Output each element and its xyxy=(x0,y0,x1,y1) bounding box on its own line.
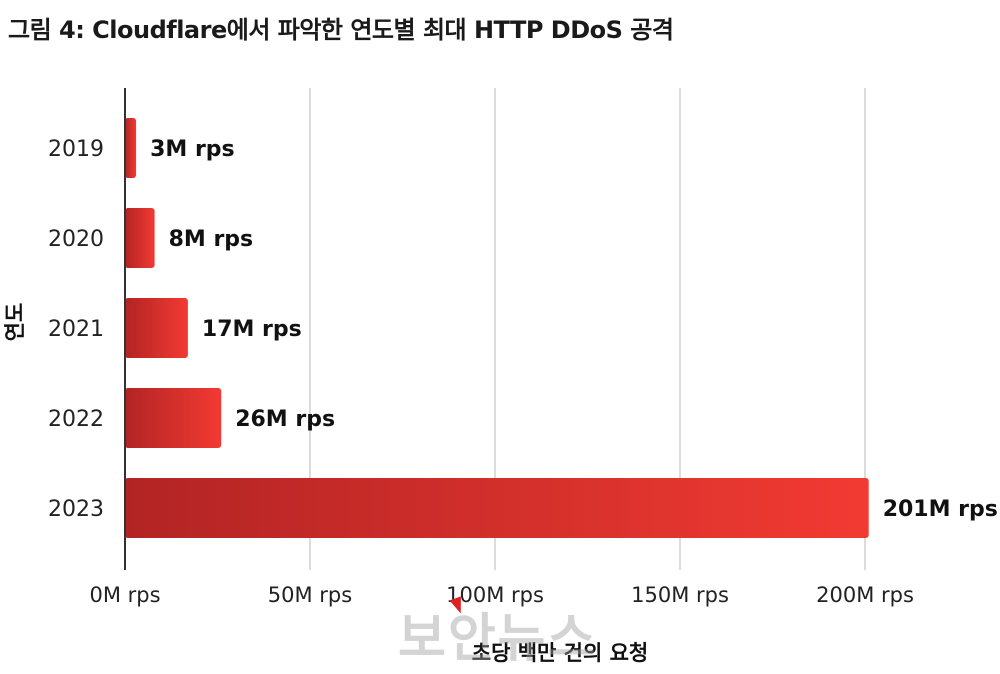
bar-value-label: 8M rps xyxy=(169,227,254,252)
y-tick-label: 2022 xyxy=(48,407,104,432)
bar-value-label: 201M rps xyxy=(883,497,998,522)
y-tick-labels: 2019 2020 2021 2022 2023 xyxy=(48,137,104,522)
chart-title: 그림 4: Cloudflare에서 파악한 연도별 최대 HTTP DDoS … xyxy=(8,16,674,44)
bars xyxy=(125,118,869,538)
x-tick-label: 100M rps xyxy=(446,583,544,607)
y-tick-label: 2019 xyxy=(48,137,104,162)
x-tick-label: 50M rps xyxy=(268,583,352,607)
bar-2023 xyxy=(125,478,869,538)
bar-2021 xyxy=(125,298,188,358)
y-axis-label: 연도 xyxy=(3,303,27,342)
bar-2022 xyxy=(125,388,222,448)
x-tick-label: 150M rps xyxy=(631,583,729,607)
bar-value-label: 26M rps xyxy=(235,407,335,432)
y-tick-label: 2023 xyxy=(48,497,104,522)
bar-2019 xyxy=(125,118,137,178)
bar-value-label: 17M rps xyxy=(202,317,302,342)
y-tick-label: 2021 xyxy=(48,317,104,342)
bar-value-label: 3M rps xyxy=(150,137,235,162)
x-tick-label: 200M rps xyxy=(816,583,914,607)
x-tick-label: 0M rps xyxy=(89,583,160,607)
y-tick-label: 2020 xyxy=(48,227,104,252)
bar-2020 xyxy=(125,208,155,268)
bar-labels: 3M rps 8M rps 17M rps 26M rps 201M rps xyxy=(150,137,998,522)
x-tick-labels: 0M rps 50M rps 100M rps 150M rps 200M rps xyxy=(89,583,913,607)
x-axis-label: 초당 백만 건의 요청 xyxy=(472,641,649,665)
